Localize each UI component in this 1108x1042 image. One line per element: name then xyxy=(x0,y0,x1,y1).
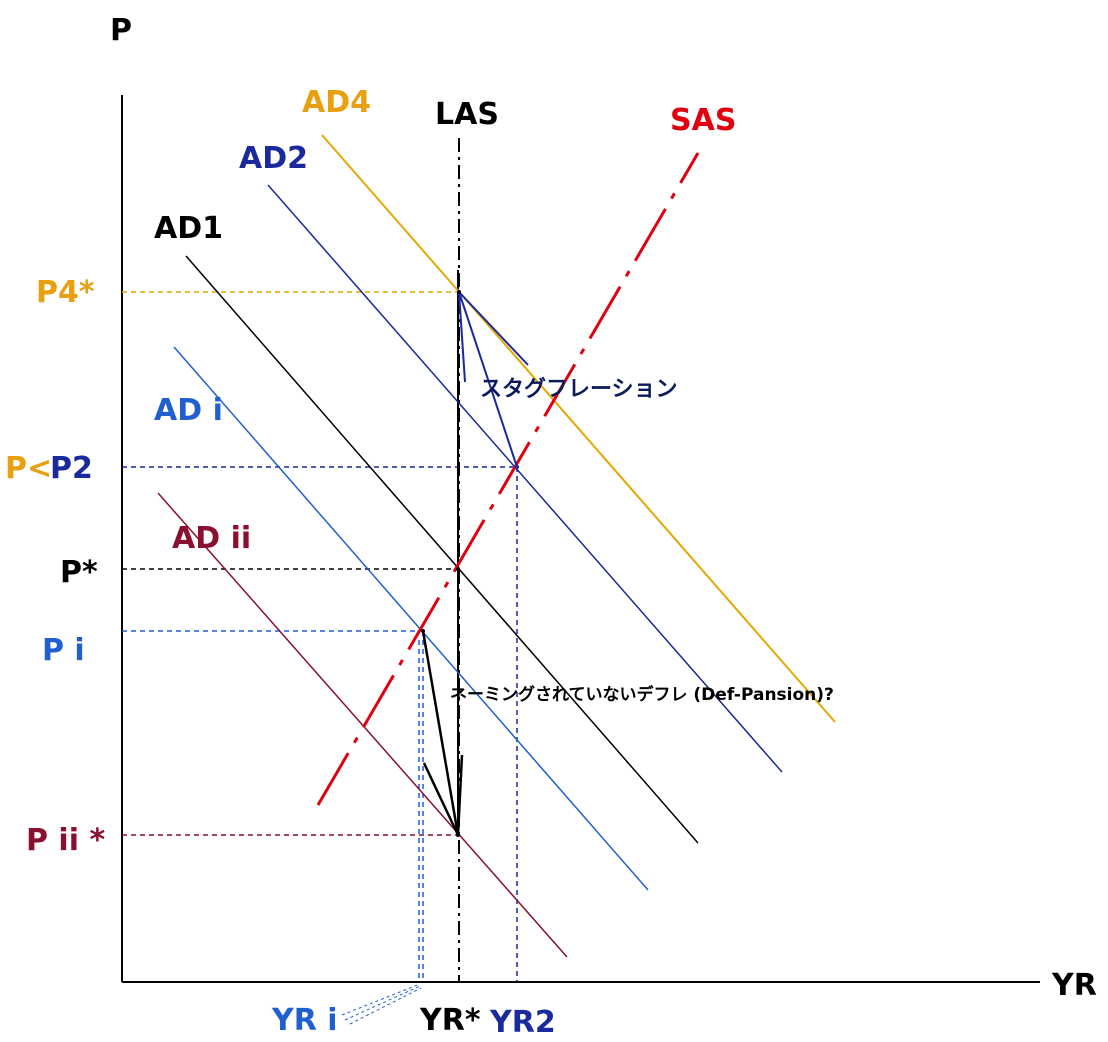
ad-ii-label: AD ii xyxy=(172,521,251,556)
x-axis-label: YR xyxy=(1051,968,1097,1003)
stagflation-annotation: スタグフレーション xyxy=(480,376,678,402)
ad1-line xyxy=(185,255,699,844)
yr-i-pointer-2 xyxy=(344,985,421,1021)
stagflation-arrow-head-1 xyxy=(458,291,466,383)
ad2-label: AD2 xyxy=(239,141,308,176)
stagflation-arrow-shaft xyxy=(458,291,518,468)
yr-star-label: YR* xyxy=(419,1003,481,1038)
p4-label: P4* xyxy=(36,275,95,310)
ad-i-line xyxy=(173,346,649,891)
sas-line xyxy=(316,152,700,806)
ad1-label: AD1 xyxy=(154,211,223,246)
p2-label: P2 xyxy=(50,451,93,486)
equilibrium-p4-point xyxy=(457,290,461,294)
yr-i-label: YR i xyxy=(271,1003,338,1038)
yr2-label: YR2 xyxy=(489,1005,556,1040)
y-axis-label: P xyxy=(110,13,132,48)
deflation-annotation: ネーミングされていないデフレ (Def-Pansion)? xyxy=(450,684,834,705)
deflation-arrow-head-1 xyxy=(422,762,460,836)
stagflation-arrow-head-2 xyxy=(458,291,529,366)
equilibrium-p-ii-point xyxy=(456,833,460,837)
p-i-label: P i xyxy=(42,633,85,668)
equilibrium-p-i-point xyxy=(421,629,425,633)
equilibrium-p-star-point xyxy=(456,567,460,571)
ad4-line xyxy=(321,134,836,723)
ad-ii-line xyxy=(157,492,568,958)
p-ii-label: P ii * xyxy=(26,823,105,858)
p2-prefix-label: P< xyxy=(5,451,52,486)
deflation-arrow-head-2 xyxy=(456,754,464,836)
ad-i-label: AD i xyxy=(154,393,223,428)
equilibrium-p2-point xyxy=(515,465,519,469)
p-star-label: P* xyxy=(60,555,98,590)
ad4-label: AD4 xyxy=(302,85,371,120)
sas-label: SAS xyxy=(670,103,736,138)
yr-i-pointer-3 xyxy=(349,987,422,1025)
yr-i-pointer-1 xyxy=(341,983,421,1016)
las-label: LAS xyxy=(435,97,499,132)
ad2-line xyxy=(267,184,783,773)
deflation-arrow-shaft xyxy=(421,630,460,836)
